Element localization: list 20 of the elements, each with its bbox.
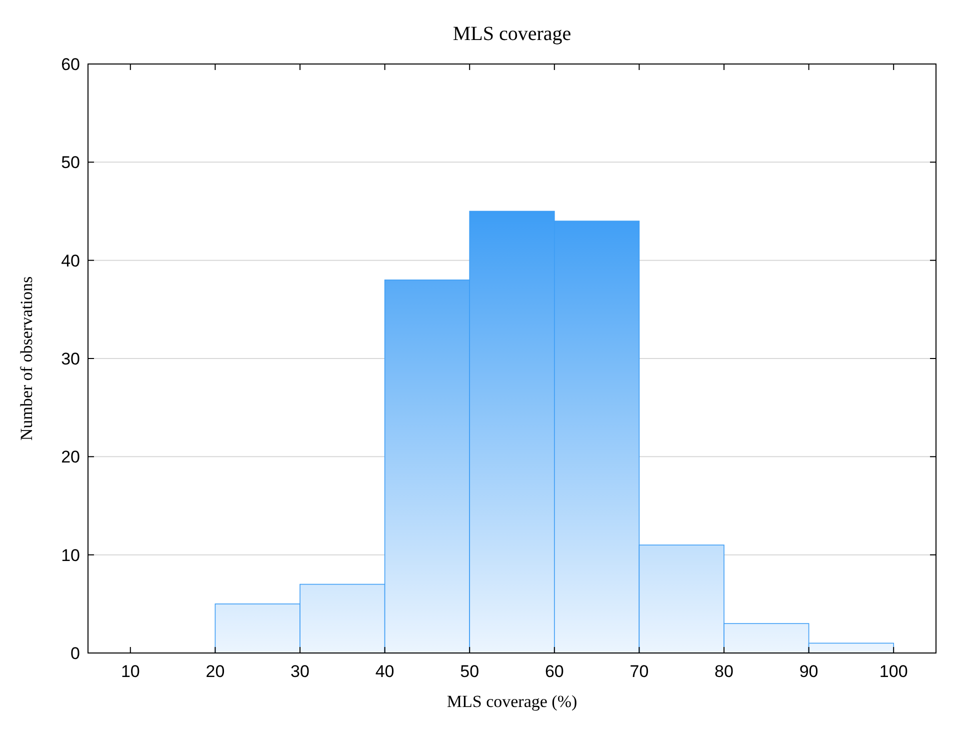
x-tick-label: 30 — [290, 662, 310, 681]
x-tick-label: 70 — [630, 662, 649, 681]
y-tick-label: 10 — [61, 546, 80, 565]
y-tick-label: 0 — [70, 644, 80, 663]
x-tick-label: 20 — [206, 662, 225, 681]
x-tick-label: 50 — [460, 662, 480, 681]
y-tick-label: 50 — [61, 153, 80, 172]
x-tick-label: 80 — [714, 662, 734, 681]
y-axis-title: Number of observations — [17, 276, 36, 441]
y-tick-label: 60 — [61, 54, 80, 74]
x-tick-label: 60 — [544, 662, 564, 681]
x-tick-label: 40 — [375, 662, 394, 681]
x-tick-label: 10 — [120, 662, 140, 681]
chart-title: MLS coverage — [452, 23, 572, 45]
y-tick-label: 40 — [61, 251, 80, 270]
y-tick-label: 30 — [61, 349, 80, 368]
x-tick-label: 100 — [879, 662, 908, 681]
x-axis-title: MLS coverage (%) — [446, 692, 578, 711]
y-tick-label: 20 — [61, 448, 80, 467]
x-tick-label: 90 — [799, 662, 818, 681]
